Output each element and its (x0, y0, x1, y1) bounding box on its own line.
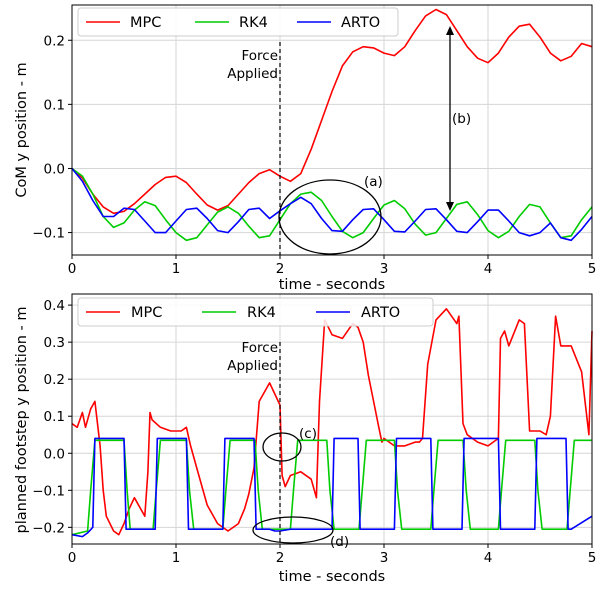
x-tick-label: 2 (276, 550, 285, 566)
x-tick-label: 0 (68, 550, 77, 566)
legend-mpc-label: MPC (130, 15, 161, 31)
y-tick-label: 0.0 (44, 161, 65, 177)
legend-box-2 (77, 297, 434, 327)
annotation-d-ellipse (252, 516, 334, 544)
footstep-xlabel: time - seconds (279, 569, 385, 585)
annotation-b-arrowhead-top (446, 26, 454, 35)
x-tick-label: 3 (380, 550, 389, 566)
y-tick-label: 0.1 (44, 97, 65, 113)
x-tick-label: 5 (588, 550, 597, 566)
series-line-mpc (71, 8, 593, 215)
annotation-b-arrowhead-bottom (446, 202, 454, 211)
y-tick-label: −0.1 (32, 226, 65, 242)
annotation-b-label: (b) (452, 111, 471, 127)
x-tick-label: 4 (484, 261, 493, 277)
legend-box (77, 7, 399, 37)
annotation-a-label: (a) (364, 174, 383, 190)
com-plot-frame (71, 4, 593, 256)
com-plot-legend: MPC RK4 ARTO (77, 7, 399, 37)
com-plot-ticks: 0 1 2 3 4 5 −0.1 0.0 0.1 0.2 (32, 33, 596, 277)
y-tick-label: 0.0 (44, 446, 65, 462)
legend2-arto-label: ARTO (361, 305, 400, 321)
force-label-2-line1: Force (241, 340, 278, 356)
x-tick-label: 3 (380, 261, 389, 277)
x-tick-label: 2 (276, 261, 285, 277)
footstep-plot-frame (71, 293, 593, 545)
annotation-c-ellipse (262, 432, 302, 462)
y-tick-label: 0.2 (44, 33, 65, 49)
legend2-mpc-label: MPC (131, 305, 162, 321)
force-label-line2: Applied (227, 66, 278, 82)
y-tick-label: 0.2 (44, 372, 65, 388)
x-tick-label: 1 (172, 550, 181, 566)
x-tick-label: 0 (68, 261, 77, 277)
annotation-d-label: (d) (330, 534, 349, 550)
x-tick-label: 1 (172, 261, 181, 277)
x-tick-label: 4 (484, 550, 493, 566)
com-plot-series (71, 8, 593, 242)
com-xlabel: time - seconds (279, 277, 385, 293)
series-line-arto (71, 167, 593, 242)
y-tick-label: −0.2 (32, 520, 65, 536)
y-tick-label: −0.1 (32, 483, 65, 499)
y-tick-label: 0.3 (44, 335, 65, 351)
footstep-ylabel: planned footstep y position - m (14, 307, 30, 534)
footstep-plot-legend: MPC RK4 ARTO (77, 297, 434, 327)
legend2-rk4-label: RK4 (247, 305, 276, 321)
com-plot-panel: 0 1 2 3 4 5 −0.1 0.0 0.1 0.2 Force Applied (a) (b… (14, 4, 596, 293)
force-label-2-line2: Applied (227, 358, 278, 374)
footstep-plot-panel: 0 1 2 3 4 5 −0.2 −0.1 0.0 0.1 0.2 0.3 0.4 Force Appl… (14, 293, 596, 585)
com-ylabel: CoM y position - m (14, 62, 30, 197)
legend-arto-label: ARTO (341, 15, 380, 31)
x-tick-label: 5 (588, 261, 597, 277)
y-tick-label: 0.1 (44, 409, 65, 425)
annotation-c-label: (c) (299, 426, 317, 442)
y-tick-label: 0.4 (44, 298, 65, 314)
legend-rk4-label: RK4 (239, 15, 268, 31)
footstep-plot-ticks: 0 1 2 3 4 5 −0.2 −0.1 0.0 0.1 0.2 0.3 0.4 (32, 298, 596, 566)
footstep-plot-series (71, 307, 593, 538)
annotation-a-ellipse (278, 179, 382, 255)
series-line-rk4 (71, 167, 593, 242)
force-label-line1: Force (241, 48, 278, 64)
